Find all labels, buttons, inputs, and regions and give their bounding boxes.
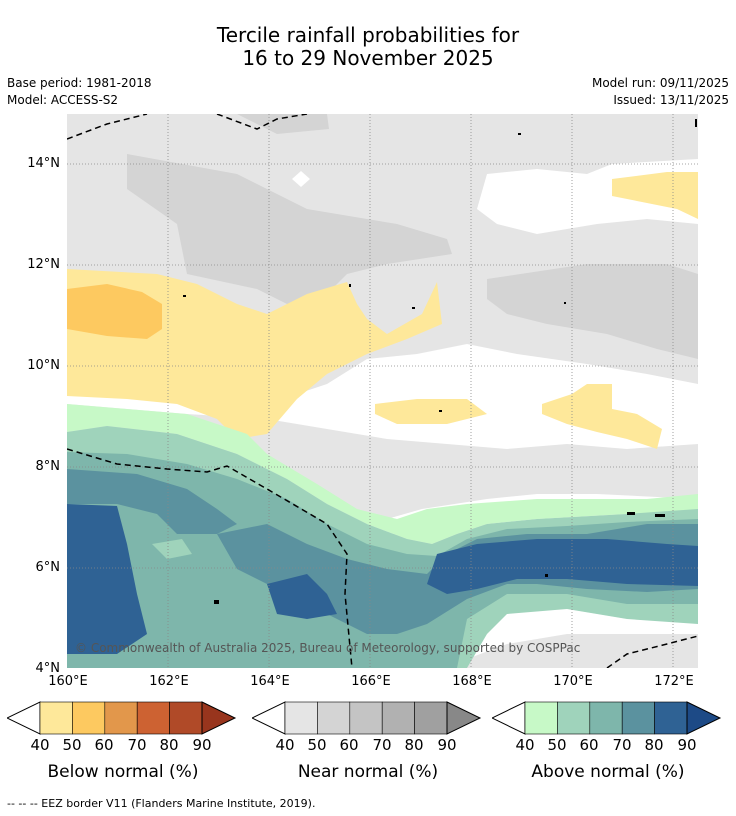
above-normal-60-region xyxy=(67,452,698,668)
page-title-line2: 16 to 29 November 2025 xyxy=(242,46,494,70)
lon-label: 166°E xyxy=(351,674,391,689)
below-swatch xyxy=(39,701,73,735)
lon-label: 162°E xyxy=(149,674,189,689)
eez-footnote: -- -- -- EEZ border V11 (Flanders Marine… xyxy=(7,797,316,810)
lat-label: 8°N xyxy=(35,459,61,474)
above-swatch xyxy=(654,701,688,735)
below-tick: 90 xyxy=(192,736,212,754)
islands xyxy=(183,119,697,604)
above-swatch xyxy=(524,701,558,735)
below-normal-40-region xyxy=(542,384,662,449)
above-tick: 40 xyxy=(515,736,535,754)
above-normal-label: Above normal (%) xyxy=(531,762,685,782)
lon-label: 170°E xyxy=(553,674,593,689)
above-normal-80-region xyxy=(267,574,337,619)
below-normal-label: Below normal (%) xyxy=(47,762,199,782)
near-swatch xyxy=(414,701,448,735)
white-region xyxy=(292,171,310,187)
white-region xyxy=(67,344,698,449)
page-title-line1: Tercile rainfall probabilities for xyxy=(216,23,520,47)
above-tick: 50 xyxy=(547,736,567,754)
above-normal-80-region xyxy=(427,539,698,594)
copyright-notice: © Commonwealth of Australia 2025, Bureau… xyxy=(75,641,581,655)
above-swatch xyxy=(557,701,591,735)
below-swatch xyxy=(169,701,203,735)
below-tick: 80 xyxy=(159,736,179,754)
lon-label: 172°E xyxy=(654,674,694,689)
below-swatch xyxy=(136,701,170,735)
lat-label: 14°N xyxy=(27,156,60,171)
below-swatch xyxy=(104,701,138,735)
issued-date: Issued: 13/11/2025 xyxy=(613,93,729,107)
near-normal-50-region xyxy=(127,154,452,314)
below-tick: 40 xyxy=(30,736,50,754)
base-period: Base period: 1981-2018 xyxy=(7,76,152,90)
above-tick: 90 xyxy=(677,736,697,754)
lat-label: 12°N xyxy=(27,257,60,272)
below-tick: 60 xyxy=(94,736,114,754)
near-tick: 70 xyxy=(372,736,392,754)
below-swatch xyxy=(72,701,106,735)
rainfall-map xyxy=(67,114,698,668)
below-normal-50-region xyxy=(67,284,162,339)
above-swatch xyxy=(621,701,655,735)
near-tick: 50 xyxy=(307,736,327,754)
lat-label: 4°N xyxy=(35,661,61,676)
near-swatch xyxy=(349,701,383,735)
near-tick: 90 xyxy=(437,736,457,754)
lon-label: 168°E xyxy=(452,674,492,689)
below-tick: 50 xyxy=(62,736,82,754)
above-normal-50-region xyxy=(152,539,192,559)
below-tick: 70 xyxy=(127,736,147,754)
above-tick: 70 xyxy=(612,736,632,754)
lon-label: 164°E xyxy=(250,674,290,689)
above-swatch xyxy=(589,701,623,735)
near-normal-colorbar xyxy=(252,701,482,735)
near-normal-50-region xyxy=(237,114,329,134)
model-name: Model: ACCESS-S2 xyxy=(7,93,119,107)
above-normal-colorbar xyxy=(492,701,722,735)
below-normal-40-region xyxy=(375,399,487,424)
near-normal-label: Near normal (%) xyxy=(297,762,439,782)
below-normal-colorbar xyxy=(7,701,237,735)
lon-label: 160°E xyxy=(48,674,88,689)
graticule xyxy=(67,114,698,668)
lat-label: 10°N xyxy=(27,358,60,373)
above-normal-70-region xyxy=(67,469,237,534)
near-swatch xyxy=(284,701,318,735)
near-swatch xyxy=(317,701,351,735)
model-run: Model run: 09/11/2025 xyxy=(591,76,729,90)
near-normal-50-region xyxy=(487,264,698,359)
above-normal-80-region xyxy=(67,504,147,654)
near-tick: 60 xyxy=(339,736,359,754)
near-tick: 40 xyxy=(275,736,295,754)
near-tick: 80 xyxy=(404,736,424,754)
eez-border xyxy=(67,114,698,668)
above-tick: 80 xyxy=(644,736,664,754)
above-normal-40-region xyxy=(67,404,698,544)
above-tick: 60 xyxy=(579,736,599,754)
lat-label: 6°N xyxy=(35,560,61,575)
below-normal-40-region xyxy=(612,172,698,219)
near-swatch xyxy=(381,701,415,735)
